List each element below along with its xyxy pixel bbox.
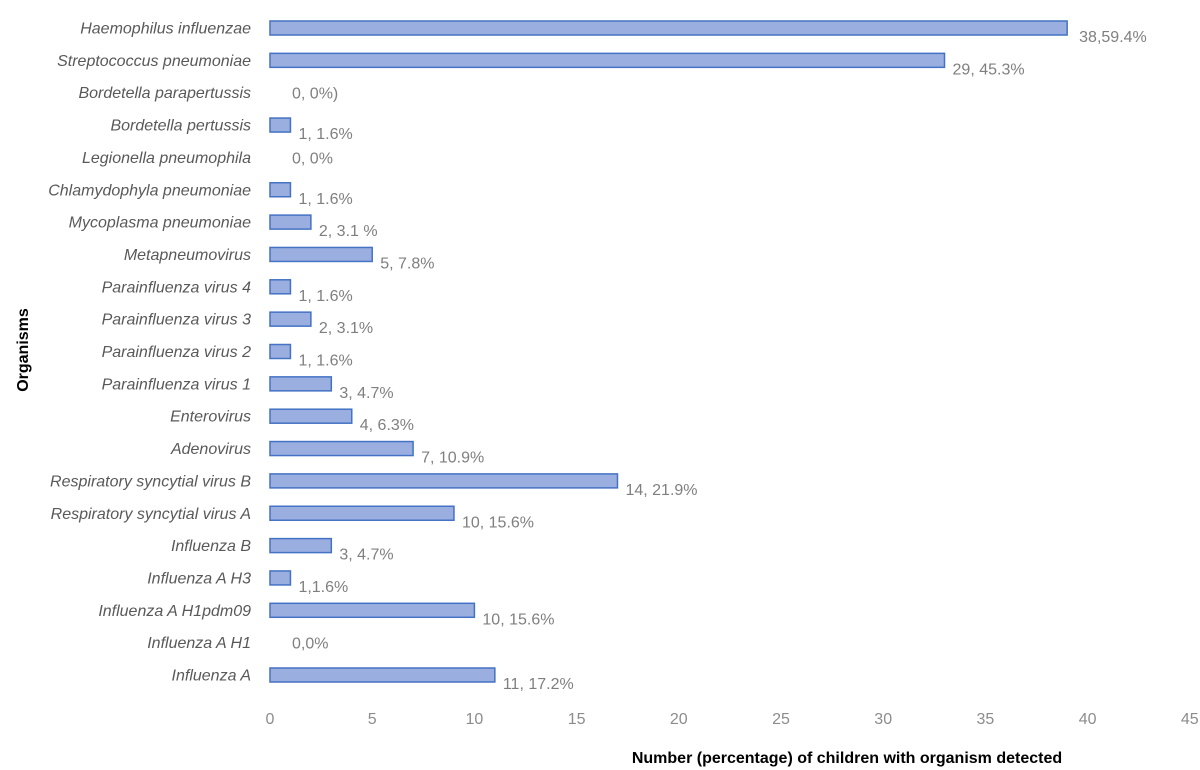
category-label: Chlamydophyla pneumoniae (48, 182, 251, 199)
category-label: Influenza A (172, 668, 251, 685)
data-label: 0,0% (292, 636, 328, 653)
bar (269, 440, 414, 457)
data-label: 1, 1.6% (298, 126, 352, 143)
data-label: 1, 1.6% (298, 191, 352, 208)
data-label: 10, 15.6% (462, 514, 534, 531)
category-label: Bordetella parapertussis (78, 85, 251, 102)
x-tick-label: 45 (1181, 711, 1199, 728)
bar (269, 246, 373, 263)
data-label: 4, 6.3% (360, 417, 414, 434)
data-labels-group: 38,59.4% 29, 45.3% 0, 0%) 1, 1.6% 0, 0% 1, 1.… (292, 29, 1147, 693)
data-label: 29, 45.3% (953, 61, 1025, 78)
category-label: Parainfluenza virus 1 (102, 376, 251, 393)
category-label: Influenza A H3 (147, 570, 251, 587)
category-labels-group: Haemophilus influenzae Streptococcus pneu… (48, 21, 251, 685)
y-axis-title: Organisms (15, 308, 32, 392)
category-label: Bordetella pertussis (110, 118, 251, 135)
data-label: 2, 3.1% (319, 320, 373, 337)
bar (269, 279, 292, 295)
data-label: 2, 3.1 % (319, 223, 378, 240)
bar (269, 602, 476, 619)
bar (269, 473, 619, 489)
category-label: Respiratory syncytial virus A (51, 506, 251, 523)
x-tick-label: 0 (266, 711, 275, 728)
x-tick-label: 30 (874, 711, 892, 728)
bar (269, 20, 1068, 36)
category-label: Adenovirus (170, 441, 251, 458)
x-tick-label: 5 (368, 711, 377, 728)
x-tick-label: 35 (977, 711, 995, 728)
bar (269, 505, 455, 521)
data-label: 11, 17.2% (503, 676, 574, 693)
category-label: Parainfluenza virus 3 (102, 312, 252, 329)
data-label: 0, 0% (292, 150, 333, 167)
data-label: 3, 4.7% (339, 385, 393, 402)
category-label: Influenza B (171, 538, 251, 555)
data-label: 5, 7.8% (380, 255, 434, 272)
bar (269, 311, 312, 327)
data-label: 0, 0%) (292, 86, 338, 103)
x-axis-title: Number (percentage) of children with org… (632, 750, 1062, 767)
data-label: 3, 4.7% (339, 547, 393, 564)
category-label: Mycoplasma pneumoniae (69, 215, 251, 232)
category-label: Enterovirus (170, 409, 251, 426)
bar (269, 408, 353, 424)
category-label: Streptococcus pneumoniae (57, 53, 251, 70)
x-tick-label: 25 (772, 711, 790, 728)
data-label: 1, 1.6% (298, 288, 352, 305)
category-label: Parainfluenza virus 4 (102, 279, 252, 296)
category-label: Metapneumovirus (124, 247, 251, 264)
data-label: 10, 15.6% (482, 611, 554, 628)
bar (269, 667, 496, 683)
data-label: 38,59.4% (1079, 29, 1147, 46)
bar (269, 182, 292, 198)
data-label: 1,1.6% (298, 579, 348, 596)
category-label: Parainfluenza virus 2 (102, 344, 252, 361)
x-tick-label: 10 (466, 711, 484, 728)
category-label: Haemophilus influenzae (80, 21, 251, 38)
category-label: Influenza A H1pdm09 (98, 603, 251, 620)
bar (269, 52, 946, 69)
category-label: Respiratory syncytial virus B (50, 473, 251, 490)
bar (269, 343, 292, 360)
bar (269, 376, 333, 392)
data-label: 7, 10.9% (421, 450, 484, 467)
bar (269, 117, 292, 133)
x-tick-labels-group: 0 5 10 15 20 25 30 35 40 45 (266, 711, 1199, 728)
category-label: Influenza A H1 (147, 635, 251, 652)
bars-group (269, 20, 1068, 683)
bar (269, 214, 312, 230)
bar (269, 570, 292, 586)
x-tick-label: 40 (1079, 711, 1097, 728)
x-tick-label: 15 (568, 711, 586, 728)
category-label: Legionella pneumophila (82, 150, 251, 167)
x-tick-label: 20 (670, 711, 688, 728)
data-label: 14, 21.9% (625, 482, 697, 499)
bar (269, 537, 333, 554)
data-label: 1, 1.6% (298, 353, 352, 370)
